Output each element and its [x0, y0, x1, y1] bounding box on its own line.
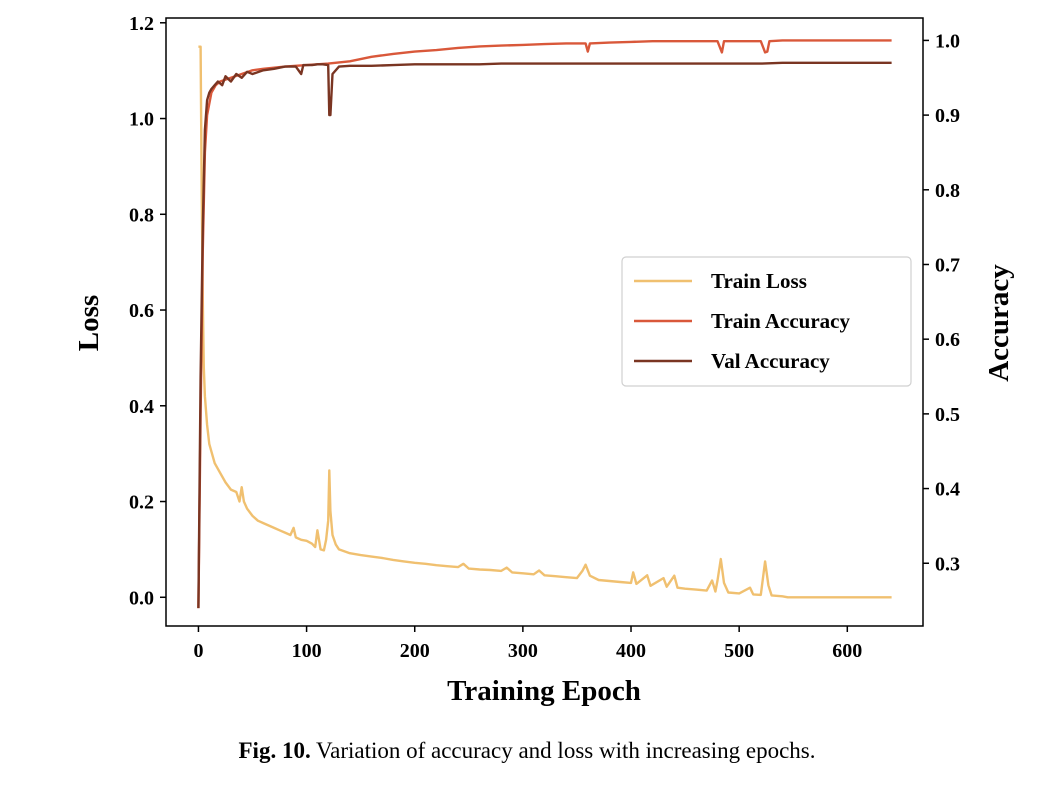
y-tick-label-left: 0.4: [129, 396, 154, 418]
x-tick-label: 100: [292, 640, 322, 662]
x-axis-title: Training Epoch: [447, 675, 641, 707]
y-tick-label-right: 0.8: [935, 180, 960, 202]
y-tick-label-left: 0.6: [129, 300, 154, 322]
y-tick-label-right: 0.9: [935, 105, 960, 127]
caption-label: Fig. 10.: [238, 738, 311, 763]
y-tick-label-right: 0.4: [935, 479, 960, 501]
legend-label-2: Train Accuracy: [711, 309, 851, 333]
x-tick-label: 300: [508, 640, 538, 662]
x-tick-label: 0: [193, 640, 203, 662]
series-line-1: [198, 45, 892, 599]
figure-caption: Fig. 10. Variation of accuracy and loss …: [0, 738, 1054, 764]
y-tick-label-right: 0.3: [935, 553, 960, 575]
series-line-3: [197, 61, 892, 609]
legend: Train Loss Train Accuracy Val Accuracy: [621, 256, 912, 387]
x-tick-label: 200: [400, 640, 430, 662]
y-axis-title-left: Loss: [73, 295, 105, 351]
y-tick-label-left: 0.8: [129, 204, 154, 226]
x-tick-label: 500: [724, 640, 754, 662]
y-tick-label-left: 0.2: [129, 492, 154, 514]
legend-label-3: Val Accuracy: [711, 349, 830, 373]
y-tick-label-right: 0.5: [935, 404, 960, 426]
y-tick-label-right: 0.7: [935, 254, 960, 276]
y-tick-label-right: 0.6: [935, 329, 960, 351]
y-tick-label-left: 1.2: [129, 13, 154, 35]
legend-label-1: Train Loss: [711, 269, 807, 293]
plot-frame: [165, 17, 924, 627]
caption-text: Variation of accuracy and loss with incr…: [316, 738, 816, 763]
legend-box: [621, 256, 912, 387]
y-tick-label-left: 0.0: [129, 587, 154, 609]
x-tick-label: 600: [832, 640, 862, 662]
x-tick-label: 400: [616, 640, 646, 662]
y-tick-label-left: 1.0: [129, 109, 154, 131]
y-tick-label-right: 1.0: [935, 30, 960, 52]
y-axis-title-right: Accuracy: [983, 264, 1015, 382]
chart: 0 100 200 300 400 500 600 0.0 0.2 0.4 0.6 0.8 1.0 1.2…: [73, 13, 1015, 707]
